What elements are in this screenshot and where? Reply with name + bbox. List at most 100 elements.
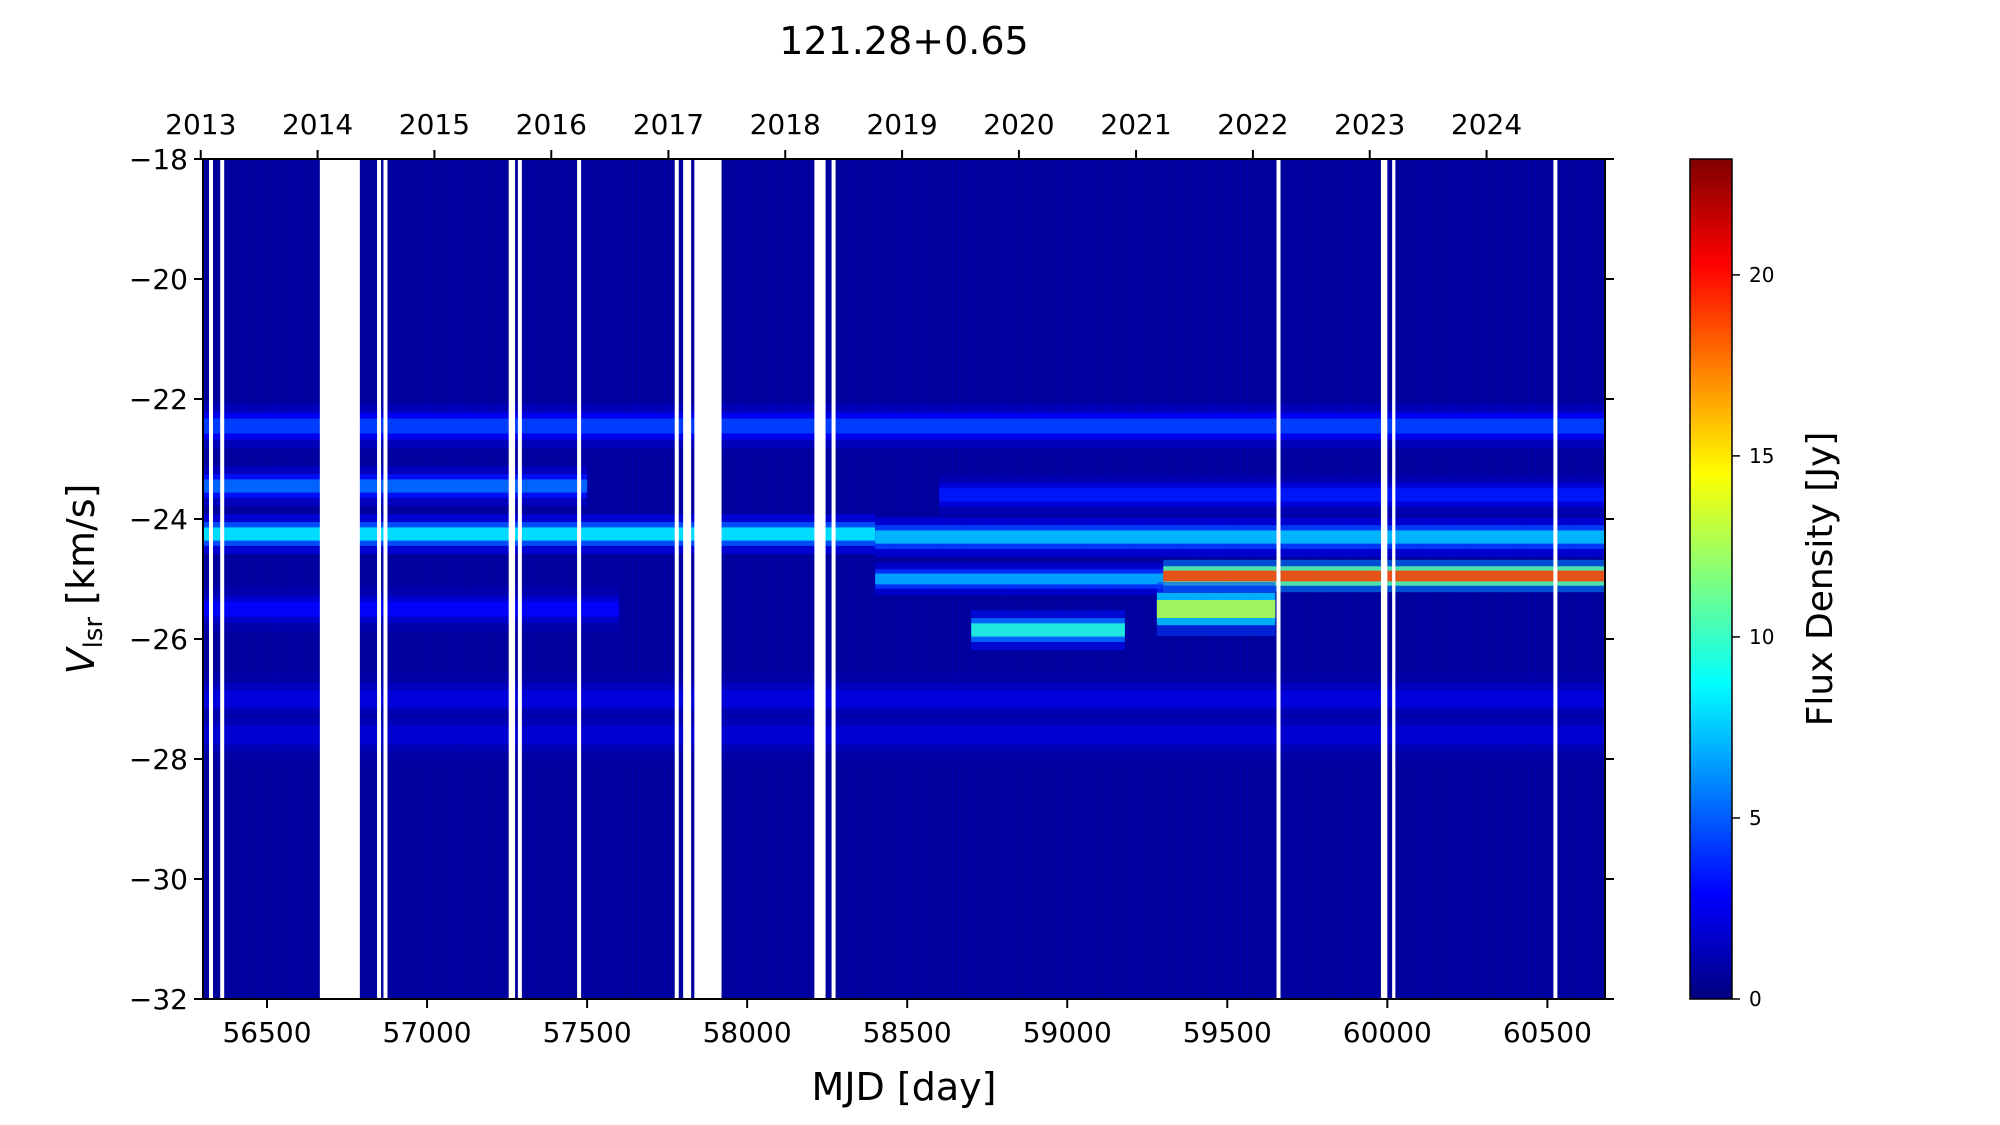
colorbar-gradient — [1689, 158, 1733, 1000]
observation-stripe — [787, 159, 790, 999]
observation-stripe — [275, 159, 278, 999]
observation-stripe — [266, 159, 269, 999]
observation-stripe — [727, 159, 730, 999]
y-axis-label-main: V — [59, 645, 103, 674]
observation-stripe — [810, 159, 813, 999]
observation-stripe — [444, 159, 447, 999]
observation-stripe — [623, 159, 626, 999]
observation-stripe — [269, 159, 272, 999]
year-tick-label: 2016 — [516, 108, 587, 141]
observation-stripe — [560, 159, 563, 999]
observation-stripe — [776, 159, 779, 999]
observation-stripe — [396, 159, 399, 999]
observation-stripe — [655, 159, 658, 999]
observation-stripe — [413, 159, 416, 999]
observation-stripe — [632, 159, 635, 999]
observation-stripe — [540, 159, 543, 999]
observation-stripe — [583, 159, 586, 999]
x-axis-top-years: 2013 2014 2015 2016 2017 2018 2019 2020 2021 2022… — [165, 108, 1522, 159]
x-tick-label: 57000 — [383, 1016, 472, 1049]
heatmap-area — [203, 159, 1605, 999]
observation-stripe — [381, 159, 384, 999]
year-tick-label: 2021 — [1100, 108, 1171, 141]
observation-stripe — [603, 159, 606, 999]
observation-stripe — [652, 159, 655, 999]
observation-stripe — [257, 159, 260, 999]
observation-stripe — [666, 159, 669, 999]
x-tick-label: 60000 — [1343, 1016, 1432, 1049]
observation-stripe — [375, 159, 378, 999]
observation-stripe — [793, 159, 796, 999]
observation-stripe — [465, 159, 468, 999]
observation-stripe — [557, 159, 560, 999]
data-gap-thin — [674, 159, 679, 999]
maser-feature-band — [203, 514, 876, 554]
observation-stripe — [240, 159, 243, 999]
observation-stripe — [773, 159, 776, 999]
y-tick-label: −20 — [129, 263, 188, 296]
observation-stripe — [758, 159, 761, 999]
observation-stripe — [387, 159, 390, 999]
observation-stripe — [496, 159, 499, 999]
colorbar-tick-label: 15 — [1749, 444, 1774, 468]
observation-stripe — [770, 159, 773, 999]
observation-stripe — [439, 159, 442, 999]
maser-feature-layer — [203, 601, 620, 617]
observation-stripe — [482, 159, 485, 999]
observation-stripe — [390, 159, 393, 999]
x-tick-label: 58500 — [863, 1016, 952, 1049]
observation-stripe — [586, 159, 589, 999]
year-tick-label: 2018 — [750, 108, 821, 141]
observation-stripe — [462, 159, 465, 999]
observation-stripe — [750, 159, 753, 999]
observation-stripe — [643, 159, 646, 999]
maser-feature-band — [875, 517, 1605, 557]
observation-stripe — [548, 159, 551, 999]
observation-stripe — [845, 159, 848, 999]
observation-stripe — [491, 159, 494, 999]
observation-stripe — [580, 159, 583, 999]
observation-stripe — [609, 159, 612, 999]
maser-feature-layer — [1156, 600, 1276, 618]
observation-stripe — [404, 159, 407, 999]
x-tick-label: 60500 — [1503, 1016, 1592, 1049]
y-axis-label-sub: lsr — [79, 617, 109, 649]
observation-stripe — [367, 159, 370, 999]
observation-stripe — [419, 159, 422, 999]
observation-stripe — [568, 159, 571, 999]
observation-stripe — [424, 159, 427, 999]
observation-stripe — [289, 159, 292, 999]
observation-stripe — [865, 159, 868, 999]
observation-stripe — [217, 159, 220, 999]
observation-stripe — [254, 159, 257, 999]
observation-stripe — [300, 159, 303, 999]
observation-stripe — [612, 159, 615, 999]
observation-stripe — [237, 159, 240, 999]
observation-stripe — [450, 159, 453, 999]
observation-stripe — [738, 159, 741, 999]
observation-stripe — [312, 159, 315, 999]
colorbar-tick-label: 0 — [1749, 987, 1762, 1011]
maser-feature-layer — [875, 530, 1605, 544]
observation-stripe — [468, 159, 471, 999]
year-tick-label: 2024 — [1451, 108, 1522, 141]
data-gap — [1380, 159, 1388, 999]
observation-stripe — [825, 159, 828, 999]
data-gap-thin — [1276, 159, 1281, 999]
year-tick-label: 2017 — [633, 108, 704, 141]
maser-feature-layer — [939, 488, 1605, 502]
observation-stripe — [807, 159, 810, 999]
observation-stripe — [318, 159, 321, 999]
x-tick-label: 58000 — [703, 1016, 792, 1049]
maser-feature-band — [203, 466, 588, 506]
observation-stripe — [600, 159, 603, 999]
x-axis-bottom: 56500 57000 57500 58000 58500 59000 59500 60000… — [222, 999, 1592, 1049]
observation-stripe — [678, 159, 681, 999]
observation-stripe — [848, 159, 851, 999]
observation-stripe — [721, 159, 724, 999]
data-gap-thin — [577, 159, 582, 999]
observation-stripe — [790, 159, 793, 999]
maser-feature-layer — [203, 726, 1605, 744]
observation-stripe — [514, 159, 517, 999]
observation-stripe — [303, 159, 306, 999]
